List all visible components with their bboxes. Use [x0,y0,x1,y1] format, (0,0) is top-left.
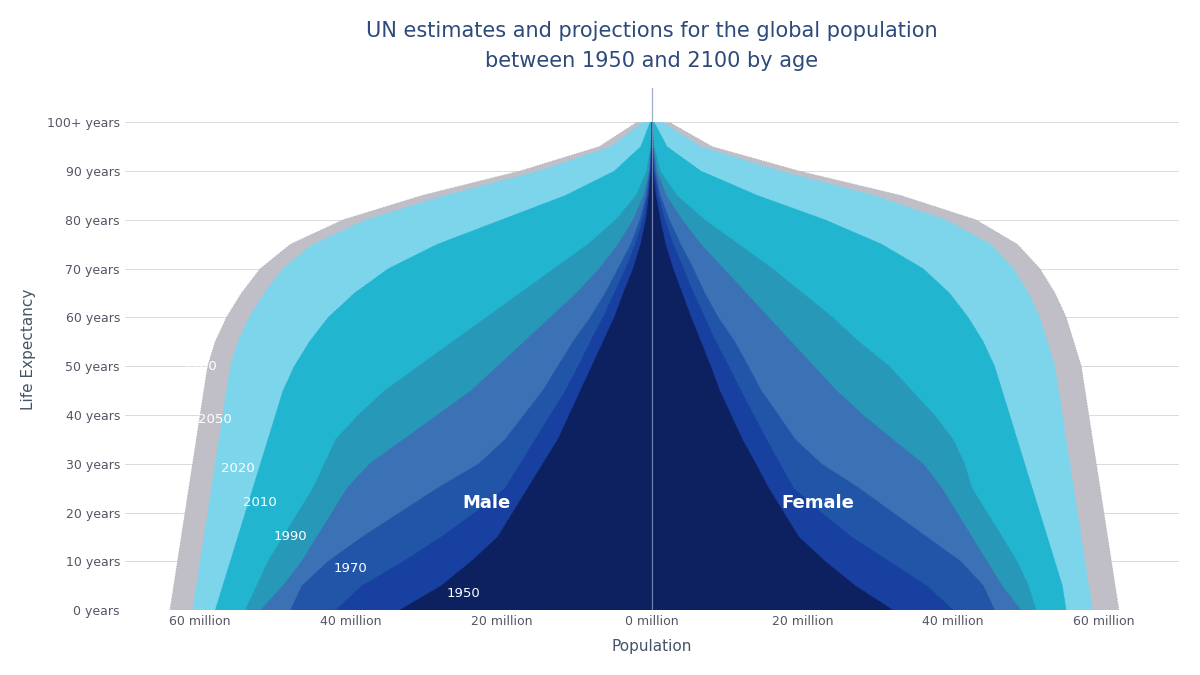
Polygon shape [290,122,652,610]
Text: 1950: 1950 [446,587,480,599]
Text: 1990: 1990 [274,531,307,543]
Polygon shape [652,122,1092,610]
Polygon shape [260,122,652,610]
Polygon shape [652,122,995,610]
Polygon shape [400,122,652,610]
X-axis label: Population: Population [612,639,692,654]
Polygon shape [336,122,652,610]
Text: Male: Male [462,494,510,512]
Text: 2020: 2020 [221,462,254,475]
Polygon shape [215,122,652,610]
Title: UN estimates and projections for the global population
between 1950 and 2100 by : UN estimates and projections for the glo… [366,21,937,72]
Polygon shape [245,122,652,610]
Text: 1970: 1970 [334,562,367,575]
Text: 2050: 2050 [198,413,232,427]
Polygon shape [652,122,1066,610]
Polygon shape [652,122,1036,610]
Y-axis label: Life Expectancy: Life Expectancy [20,288,36,410]
Polygon shape [652,122,893,610]
Polygon shape [170,122,652,610]
Polygon shape [652,122,1118,610]
Polygon shape [652,122,1021,610]
Polygon shape [192,122,652,610]
Text: 2100: 2100 [184,360,217,373]
Text: Female: Female [781,494,854,512]
Text: 2010: 2010 [244,496,277,510]
Polygon shape [652,122,953,610]
